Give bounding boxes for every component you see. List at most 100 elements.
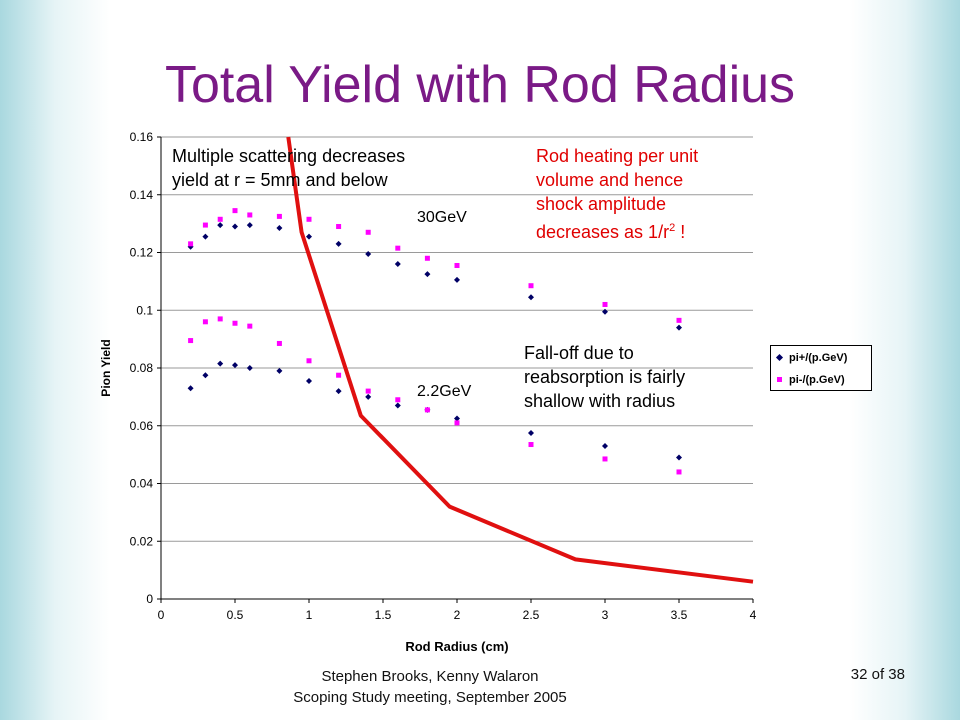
axes xyxy=(157,136,754,603)
pi-plus-point xyxy=(232,362,238,369)
x-tick-label: 3.5 xyxy=(671,608,688,622)
legend-item-pi-plus: pi+/(p.GeV) xyxy=(771,348,871,368)
pi-minus-point xyxy=(395,245,401,251)
y-tick-label: 0.02 xyxy=(130,534,154,548)
annotation-multiple-scattering: Multiple scattering decreases yield at r… xyxy=(172,146,406,190)
pi-minus-point xyxy=(365,229,371,235)
pi-plus-point xyxy=(676,324,682,331)
tick-labels: 0 0.02 0.04 0.06 0.08 0.1 0.12 0.14 0.16 0 0.5 1 1.5… xyxy=(130,130,757,622)
pi-plus-point xyxy=(528,429,534,436)
pi-minus-point xyxy=(454,262,460,268)
legend-label-pi-minus: pi-/(p.GeV) xyxy=(789,374,845,386)
rod-heating-exponent: 2 xyxy=(669,222,676,234)
page-number: 32 of 38 xyxy=(850,666,905,683)
pi-minus-point xyxy=(202,222,208,228)
pi-plus-point xyxy=(424,271,431,278)
y-tick-label: 0.16 xyxy=(130,130,154,144)
heating-curve xyxy=(286,136,754,584)
pi-plus-point xyxy=(202,233,209,240)
pi-minus-point xyxy=(276,340,282,346)
y-tick-label: 0 xyxy=(146,592,153,606)
pi-plus-point xyxy=(454,276,460,283)
pi-plus-point xyxy=(232,223,238,230)
pi-plus-point xyxy=(306,377,312,384)
x-tick-label: 2.5 xyxy=(523,608,540,622)
footer-meeting: Scoping Study meeting, September 2005 xyxy=(293,689,567,706)
pi-plus-point xyxy=(394,402,401,409)
pi-minus-point xyxy=(247,212,253,218)
rod-heating-text: Rod heating per unit volume and hence sh… xyxy=(536,146,699,242)
pi-plus-point xyxy=(454,415,460,422)
pi-minus-point xyxy=(217,216,223,222)
chart-legend: pi+/(p.GeV) pi-/(p.GeV) xyxy=(770,345,872,391)
pi-minus-point xyxy=(306,216,312,222)
slide-title: Total Yield with Rod Radius xyxy=(164,56,796,114)
pi-minus-point xyxy=(602,456,608,462)
x-tick-label: 0.5 xyxy=(227,608,244,622)
pi-minus-point xyxy=(424,255,430,261)
data-points xyxy=(187,208,682,475)
label-2-2gev: 2.2GeV xyxy=(417,383,472,400)
pi-plus-point xyxy=(276,224,283,231)
pi-plus-point xyxy=(217,360,224,367)
pi-minus-point xyxy=(602,301,608,307)
pi-plus-point xyxy=(528,294,534,301)
pi-minus-point xyxy=(306,358,312,364)
y-tick-label: 0.08 xyxy=(130,361,154,375)
pi-plus-point xyxy=(246,365,253,371)
pi-minus-point xyxy=(676,469,682,475)
legend-label-pi-plus: pi+/(p.GeV) xyxy=(789,352,848,364)
pi-minus-point xyxy=(395,397,401,403)
pi-minus-point xyxy=(424,407,430,413)
pi-plus-point xyxy=(202,372,209,379)
footer: Stephen Brooks, Kenny Walaron Scoping St… xyxy=(230,666,630,708)
pi-minus-point xyxy=(676,317,682,323)
pi-minus-point xyxy=(217,316,223,322)
annotation-fall-off: Fall-off due to reabsorption is fairly s… xyxy=(524,343,686,411)
annotation-rod-heating: Rod heating per unit volume and hence sh… xyxy=(536,144,698,244)
pi-plus-point xyxy=(335,388,342,395)
legend-item-pi-minus: pi-/(p.GeV) xyxy=(771,370,871,390)
pi-minus-point xyxy=(528,442,534,448)
x-axis-label: Rod Radius (cm) xyxy=(405,639,508,654)
x-tick-label: 2 xyxy=(454,608,461,622)
y-axis-label: Pion Yield xyxy=(99,339,113,396)
pi-plus-point xyxy=(365,250,372,257)
pi-minus-point xyxy=(528,283,534,289)
x-tick-label: 4 xyxy=(750,608,757,622)
square-marker-icon xyxy=(777,377,782,382)
pi-plus-point xyxy=(306,233,312,240)
y-tick-label: 0.12 xyxy=(130,246,154,260)
pi-minus-point xyxy=(276,213,282,219)
x-tick-label: 1 xyxy=(306,608,313,622)
x-tick-label: 1.5 xyxy=(375,608,392,622)
x-tick-label: 0 xyxy=(158,608,165,622)
pi-minus-point xyxy=(247,323,253,329)
label-30gev: 30GeV xyxy=(417,209,467,226)
pi-plus-point xyxy=(187,385,194,392)
x-tick-label: 3 xyxy=(602,608,609,622)
y-tick-label: 0.06 xyxy=(130,419,154,433)
pi-minus-point xyxy=(232,208,238,214)
y-tick-label: 0.04 xyxy=(130,477,154,491)
pi-minus-point xyxy=(188,338,194,344)
footer-authors: Stephen Brooks, Kenny Walaron xyxy=(321,668,539,685)
diamond-marker-icon xyxy=(775,353,784,362)
y-tick-label: 0.1 xyxy=(136,303,153,317)
pi-minus-point xyxy=(365,388,371,394)
pi-minus-point xyxy=(336,224,342,230)
heating-curve-layer xyxy=(286,136,754,584)
pi-plus-point xyxy=(602,442,608,449)
pi-plus-point xyxy=(276,367,283,374)
pi-plus-point xyxy=(394,261,401,268)
pi-plus-point xyxy=(217,222,224,229)
pi-minus-point xyxy=(336,372,342,378)
pi-plus-point xyxy=(602,308,608,315)
pi-minus-point xyxy=(454,420,460,426)
pi-minus-point xyxy=(232,320,238,326)
rod-heating-end: ! xyxy=(675,222,686,242)
pi-minus-point xyxy=(202,319,208,325)
pi-plus-point xyxy=(246,222,253,229)
y-tick-label: 0.14 xyxy=(130,188,154,202)
